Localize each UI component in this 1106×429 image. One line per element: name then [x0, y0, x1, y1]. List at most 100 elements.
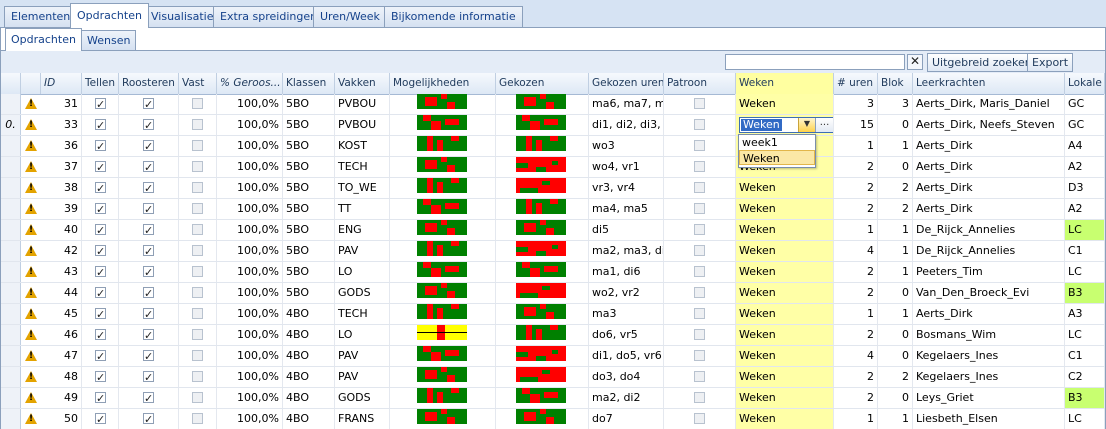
tab-opdrachten[interactable]: Opdrachten [70, 3, 149, 28]
roosteren-checkbox[interactable] [143, 221, 154, 240]
vast-checkbox[interactable] [192, 119, 203, 130]
vast-checkbox[interactable] [192, 371, 203, 382]
vast-checkbox[interactable] [192, 203, 203, 214]
tellen-checkbox[interactable] [95, 284, 106, 303]
roosteren-checkbox[interactable] [143, 284, 154, 303]
row-selector[interactable] [1, 157, 21, 177]
tab-elementen[interactable]: Elementen [4, 6, 78, 27]
cell-weken[interactable]: Weken [736, 199, 834, 219]
weken-ellipsis-button[interactable]: ... [815, 118, 833, 132]
row-selector[interactable] [1, 388, 21, 408]
row-selector[interactable] [1, 94, 21, 114]
header-klassen[interactable]: Klassen [283, 73, 335, 94]
tellen-checkbox[interactable] [95, 200, 106, 219]
tellen-checkbox[interactable] [95, 326, 106, 345]
row-selector[interactable]: 0. [1, 115, 21, 135]
header-lokale[interactable]: Lokale [1065, 73, 1105, 94]
tab-bijkomende-informatie[interactable]: Bijkomende informatie [384, 6, 523, 27]
row-selector[interactable] [1, 136, 21, 156]
vast-checkbox[interactable] [192, 308, 203, 319]
tellen-checkbox[interactable] [95, 158, 106, 177]
header-roosteren[interactable]: Roosteren [119, 73, 179, 94]
tab-visualisatie[interactable]: Visualisatie [144, 6, 221, 27]
tellen-checkbox[interactable] [95, 179, 106, 198]
header-id[interactable]: ID [41, 73, 82, 94]
header-geroosterd[interactable]: % Geroos... [217, 73, 283, 94]
header-uren[interactable]: # uren [834, 73, 878, 94]
cell-weken[interactable]: Weken [736, 388, 834, 408]
vast-checkbox[interactable] [192, 98, 203, 109]
patroon-checkbox[interactable] [694, 413, 705, 424]
roosteren-checkbox[interactable] [143, 389, 154, 408]
advanced-search-button[interactable]: Uitgebreid zoeken [927, 53, 1037, 72]
roosteren-checkbox[interactable] [143, 263, 154, 282]
weken-combo-value[interactable]: Weken [741, 118, 782, 131]
row-selector[interactable] [1, 346, 21, 366]
header-vast[interactable]: Vast [179, 73, 217, 94]
header-patroon[interactable]: Patroon [664, 73, 736, 94]
row-selector[interactable] [1, 199, 21, 219]
cell-weken[interactable]: Weken [736, 409, 834, 429]
weken-combo-editor[interactable]: Weken ▼... [739, 117, 833, 133]
cell-weken[interactable]: Weken [736, 178, 834, 198]
row-selector[interactable] [1, 241, 21, 261]
header-vakken[interactable]: Vakken [335, 73, 390, 94]
row-selector[interactable] [1, 325, 21, 345]
vast-checkbox[interactable] [192, 350, 203, 361]
dropdown-option-weken[interactable]: Weken [739, 150, 815, 165]
roosteren-checkbox[interactable] [143, 347, 154, 366]
patroon-checkbox[interactable] [694, 119, 705, 130]
roosteren-checkbox[interactable] [143, 200, 154, 219]
clear-search-icon[interactable]: ✕ [907, 54, 923, 70]
tellen-checkbox[interactable] [95, 116, 106, 135]
header-gekozen-uren[interactable]: Gekozen uren [589, 73, 664, 94]
tellen-checkbox[interactable] [95, 305, 106, 324]
cell-weken[interactable]: Weken [736, 262, 834, 282]
dropdown-option-week1[interactable]: week1 [742, 136, 778, 149]
table-row[interactable]: 40100,0%5BOENGdi5Weken11De_Rijck_Annelie… [1, 220, 1105, 241]
vast-checkbox[interactable] [192, 392, 203, 403]
patroon-checkbox[interactable] [694, 392, 705, 403]
patroon-checkbox[interactable] [694, 266, 705, 277]
export-button[interactable]: Export [1027, 53, 1074, 72]
roosteren-checkbox[interactable] [143, 410, 154, 429]
patroon-checkbox[interactable] [694, 203, 705, 214]
patroon-checkbox[interactable] [694, 329, 705, 340]
row-selector[interactable] [1, 178, 21, 198]
header-tellen[interactable]: Tellen [82, 73, 119, 94]
row-selector[interactable] [1, 262, 21, 282]
row-selector[interactable] [1, 409, 21, 429]
patroon-checkbox[interactable] [694, 161, 705, 172]
tellen-checkbox[interactable] [95, 95, 106, 114]
vast-checkbox[interactable] [192, 413, 203, 424]
row-selector[interactable] [1, 283, 21, 303]
roosteren-checkbox[interactable] [143, 116, 154, 135]
header-leerkrachten[interactable]: Leerkrachten [913, 73, 1065, 94]
row-selector[interactable] [1, 220, 21, 240]
roosteren-checkbox[interactable] [143, 305, 154, 324]
cell-weken[interactable]: Weken [736, 94, 834, 114]
roosteren-checkbox[interactable] [143, 95, 154, 114]
cell-weken[interactable]: Weken [736, 346, 834, 366]
tellen-checkbox[interactable] [95, 389, 106, 408]
vast-checkbox[interactable] [192, 266, 203, 277]
table-row[interactable]: 50100,0%4BOFRANSdo7Weken11Liesbeth_Elsen… [1, 409, 1105, 429]
row-selector[interactable] [1, 367, 21, 387]
patroon-checkbox[interactable] [694, 308, 705, 319]
patroon-checkbox[interactable] [694, 182, 705, 193]
tellen-checkbox[interactable] [95, 368, 106, 387]
cell-weken[interactable]: Weken [736, 367, 834, 387]
tellen-checkbox[interactable] [95, 410, 106, 429]
